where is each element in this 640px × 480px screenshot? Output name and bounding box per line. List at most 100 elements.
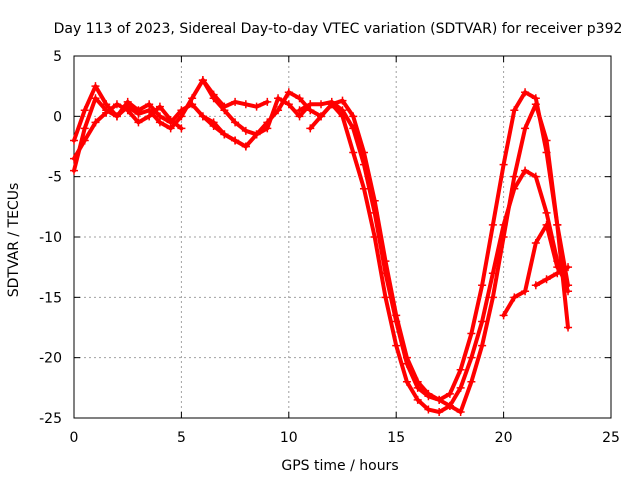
data-point [521, 287, 530, 296]
data-point [102, 100, 111, 109]
data-point [402, 353, 411, 362]
data-point [349, 148, 358, 157]
data-point [231, 97, 240, 106]
data-point [145, 112, 154, 121]
x-tick-label: 15 [387, 430, 405, 446]
data-point [510, 106, 519, 115]
x-axis: 0 5 10 15 20 25 [70, 56, 620, 446]
data-point [123, 106, 132, 115]
data-point [359, 148, 368, 157]
data-point [510, 293, 519, 302]
data-point [91, 94, 100, 103]
data-point [91, 82, 100, 91]
data-point [306, 124, 315, 133]
data-point [521, 166, 530, 175]
data-point [70, 166, 78, 175]
data-point [338, 106, 347, 115]
data-point [177, 124, 186, 133]
data-point [177, 106, 186, 115]
data-point [263, 97, 272, 106]
data-point [295, 94, 304, 103]
data-point [542, 208, 551, 217]
y-axis-label: SDTVAR / TECUs [6, 183, 22, 298]
data-point [70, 154, 78, 163]
data-point [478, 281, 487, 290]
data-point [317, 112, 326, 121]
data-point [499, 311, 508, 320]
y-axis: 5 0 -5 -10 -15 -20 -25 [39, 49, 611, 427]
data-point [155, 102, 164, 111]
data-point [564, 263, 573, 272]
data-point [349, 112, 358, 121]
data-point [123, 97, 132, 106]
data-point [456, 365, 465, 374]
data-point [370, 196, 379, 205]
data-point [467, 353, 476, 362]
chart-title: Day 113 of 2023, Sidereal Day-to-day VTE… [54, 21, 623, 37]
data-point [521, 88, 530, 97]
data-point [564, 281, 573, 290]
data-point [102, 108, 111, 117]
data-point [306, 100, 315, 109]
data-point [241, 126, 250, 135]
data-point [467, 329, 476, 338]
data-point [209, 118, 218, 127]
data-point [542, 275, 551, 284]
data-point [413, 377, 422, 386]
data-point [531, 172, 540, 181]
data-point [435, 407, 444, 416]
data-point [553, 269, 562, 278]
data-point [198, 112, 207, 121]
data-point [317, 100, 326, 109]
data-point [80, 124, 89, 133]
data-point [542, 220, 551, 229]
data-point [553, 220, 562, 229]
data-point [531, 281, 540, 290]
data-point [531, 100, 540, 109]
data-point [241, 100, 250, 109]
data-point [231, 118, 240, 127]
data-point [402, 377, 411, 386]
data-point [112, 112, 121, 121]
data-point [478, 341, 487, 350]
y-tick-label: 5 [53, 49, 62, 65]
data-point [510, 172, 519, 181]
data-point [112, 100, 121, 109]
data-point [478, 317, 487, 326]
data-point [359, 184, 368, 193]
data-point [456, 383, 465, 392]
data-point [542, 136, 551, 145]
data-point [209, 94, 218, 103]
data-point [392, 341, 401, 350]
series-layer [70, 76, 573, 416]
data-point [338, 96, 347, 105]
plot-area [70, 55, 612, 419]
data-point [134, 118, 143, 127]
data-point [220, 106, 229, 115]
data-point [295, 106, 304, 115]
series-line-sat-track-5 [200, 78, 570, 414]
data-point [327, 100, 336, 109]
data-point [445, 389, 454, 398]
data-point [80, 106, 89, 115]
x-tick-label: 5 [177, 430, 186, 446]
data-point [381, 257, 390, 266]
data-point [392, 311, 401, 320]
x-tick-label: 25 [602, 430, 620, 446]
data-point [499, 233, 508, 241]
data-point [413, 395, 422, 404]
data-point [564, 323, 573, 332]
data-point [80, 136, 89, 145]
series-line-sat-track-6 [297, 90, 570, 402]
x-axis-label: GPS time / hours [281, 458, 398, 474]
data-point [220, 130, 229, 139]
data-point [424, 389, 433, 398]
data-point [198, 76, 207, 85]
data-point [155, 112, 164, 121]
data-point [274, 94, 283, 103]
data-point [241, 142, 250, 151]
data-point [435, 395, 444, 404]
data-point [252, 130, 261, 139]
y-tick-label: -10 [39, 230, 62, 246]
